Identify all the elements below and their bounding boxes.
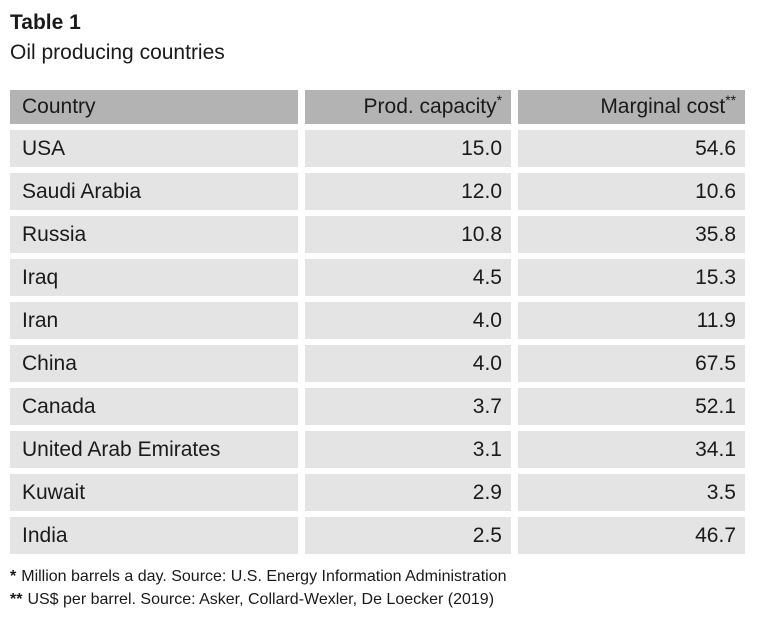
capacity-cell: 4.5 (305, 259, 511, 296)
capacity-cell: 12.0 (305, 173, 511, 210)
capacity-cell: 3.7 (305, 388, 511, 425)
footnote-marker: ** (725, 92, 736, 108)
table-subtitle: Oil producing countries (10, 41, 225, 64)
country-cell: USA (10, 130, 298, 167)
cost-cell: 67.5 (518, 345, 745, 382)
capacity-cell: 15.0 (305, 130, 511, 167)
column-header-label: Prod. capacity* (363, 92, 502, 118)
table-title: Table 1 (10, 11, 81, 34)
footnote-text: Million barrels a day. Source: U.S. Ener… (21, 568, 507, 585)
page: Table 1 Oil producing countries Country … (10, 11, 745, 611)
cost-cell: 46.7 (518, 517, 745, 554)
country-cell: United Arab Emirates (10, 431, 298, 468)
cost-cell: 3.5 (518, 474, 745, 511)
cost-cell: 15.3 (518, 259, 745, 296)
capacity-cell: 2.9 (305, 474, 511, 511)
column-header-label: Country (22, 95, 96, 118)
footnote-marker: * (10, 568, 17, 585)
capacity-cell: 2.5 (305, 517, 511, 554)
cost-cell: 54.6 (518, 130, 745, 167)
country-cell: Kuwait (10, 474, 298, 511)
country-cell: Iran (10, 302, 298, 339)
column-header-capacity: Prod. capacity* (305, 90, 511, 124)
footnote-marginal-cost: ** US$ per barrel. Source: Asker, Collard… (10, 588, 745, 611)
capacity-cell: 10.8 (305, 216, 511, 253)
footnote-marker: ** (10, 591, 23, 608)
cost-cell: 35.8 (518, 216, 745, 253)
table-footnotes: * Million barrels a day. Source: U.S. Ene… (10, 565, 745, 611)
country-cell: Canada (10, 388, 298, 425)
cost-cell: 11.9 (518, 302, 745, 339)
country-cell: Saudi Arabia (10, 173, 298, 210)
cost-cell: 52.1 (518, 388, 745, 425)
capacity-cell: 3.1 (305, 431, 511, 468)
capacity-cell: 4.0 (305, 302, 511, 339)
column-header-country: Country (10, 90, 298, 124)
country-cell: Russia (10, 216, 298, 253)
column-header-marginal-cost: Marginal cost** (518, 90, 745, 124)
column-header-label: Marginal cost** (600, 92, 736, 118)
country-cell: India (10, 517, 298, 554)
oil-producing-countries-table: Country Prod. capacity* Marginal cost** … (10, 90, 745, 554)
capacity-cell: 4.0 (305, 345, 511, 382)
country-cell: China (10, 345, 298, 382)
footnote-marker: * (496, 92, 502, 108)
cost-cell: 10.6 (518, 173, 745, 210)
cost-cell: 34.1 (518, 431, 745, 468)
footnote-capacity: * Million barrels a day. Source: U.S. Ene… (10, 565, 745, 588)
footnote-text: US$ per barrel. Source: Asker, Collard-W… (27, 591, 495, 608)
country-cell: Iraq (10, 259, 298, 296)
